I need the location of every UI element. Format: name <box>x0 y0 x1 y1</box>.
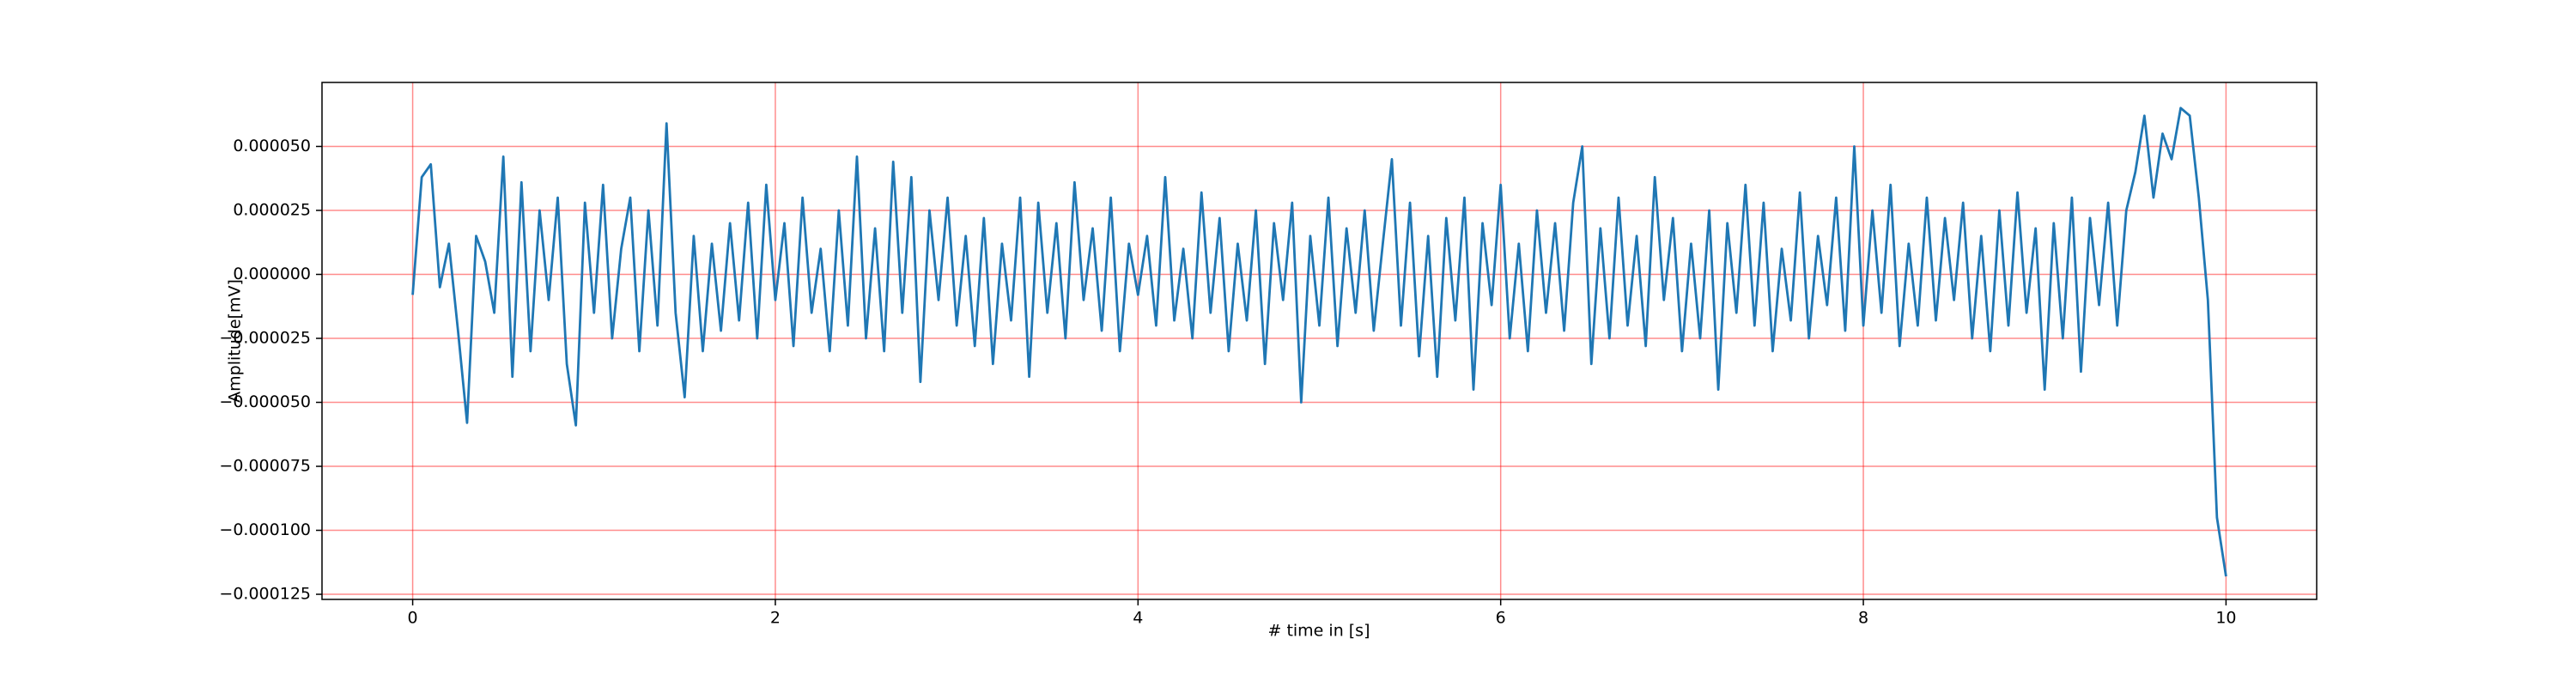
x-tick-label: 6 <box>1496 609 1506 628</box>
x-tick-label: 0 <box>408 609 418 628</box>
y-axis-label: Amplitude[mV] <box>226 279 245 403</box>
x-tick-label: 8 <box>1858 609 1868 628</box>
y-tick-label: −0.000025 <box>219 329 311 348</box>
plot-area <box>322 82 2317 599</box>
plot-frame <box>321 82 2318 600</box>
y-tick-label: 0.000000 <box>233 264 311 283</box>
y-tick-label: −0.000125 <box>219 585 311 604</box>
x-tick-label: 10 <box>2215 609 2236 628</box>
y-tick-label: −0.000050 <box>219 392 311 411</box>
y-tick-label: 0.000025 <box>233 201 311 220</box>
x-tick-label: 2 <box>770 609 781 628</box>
signal-line <box>411 106 2227 577</box>
y-tick-label: −0.000100 <box>219 520 311 539</box>
y-tick-label: −0.000075 <box>219 457 311 476</box>
x-tick-label: 4 <box>1133 609 1143 628</box>
x-axis-label: # time in [s] <box>1267 622 1370 641</box>
y-tick-label: 0.000050 <box>233 137 311 155</box>
